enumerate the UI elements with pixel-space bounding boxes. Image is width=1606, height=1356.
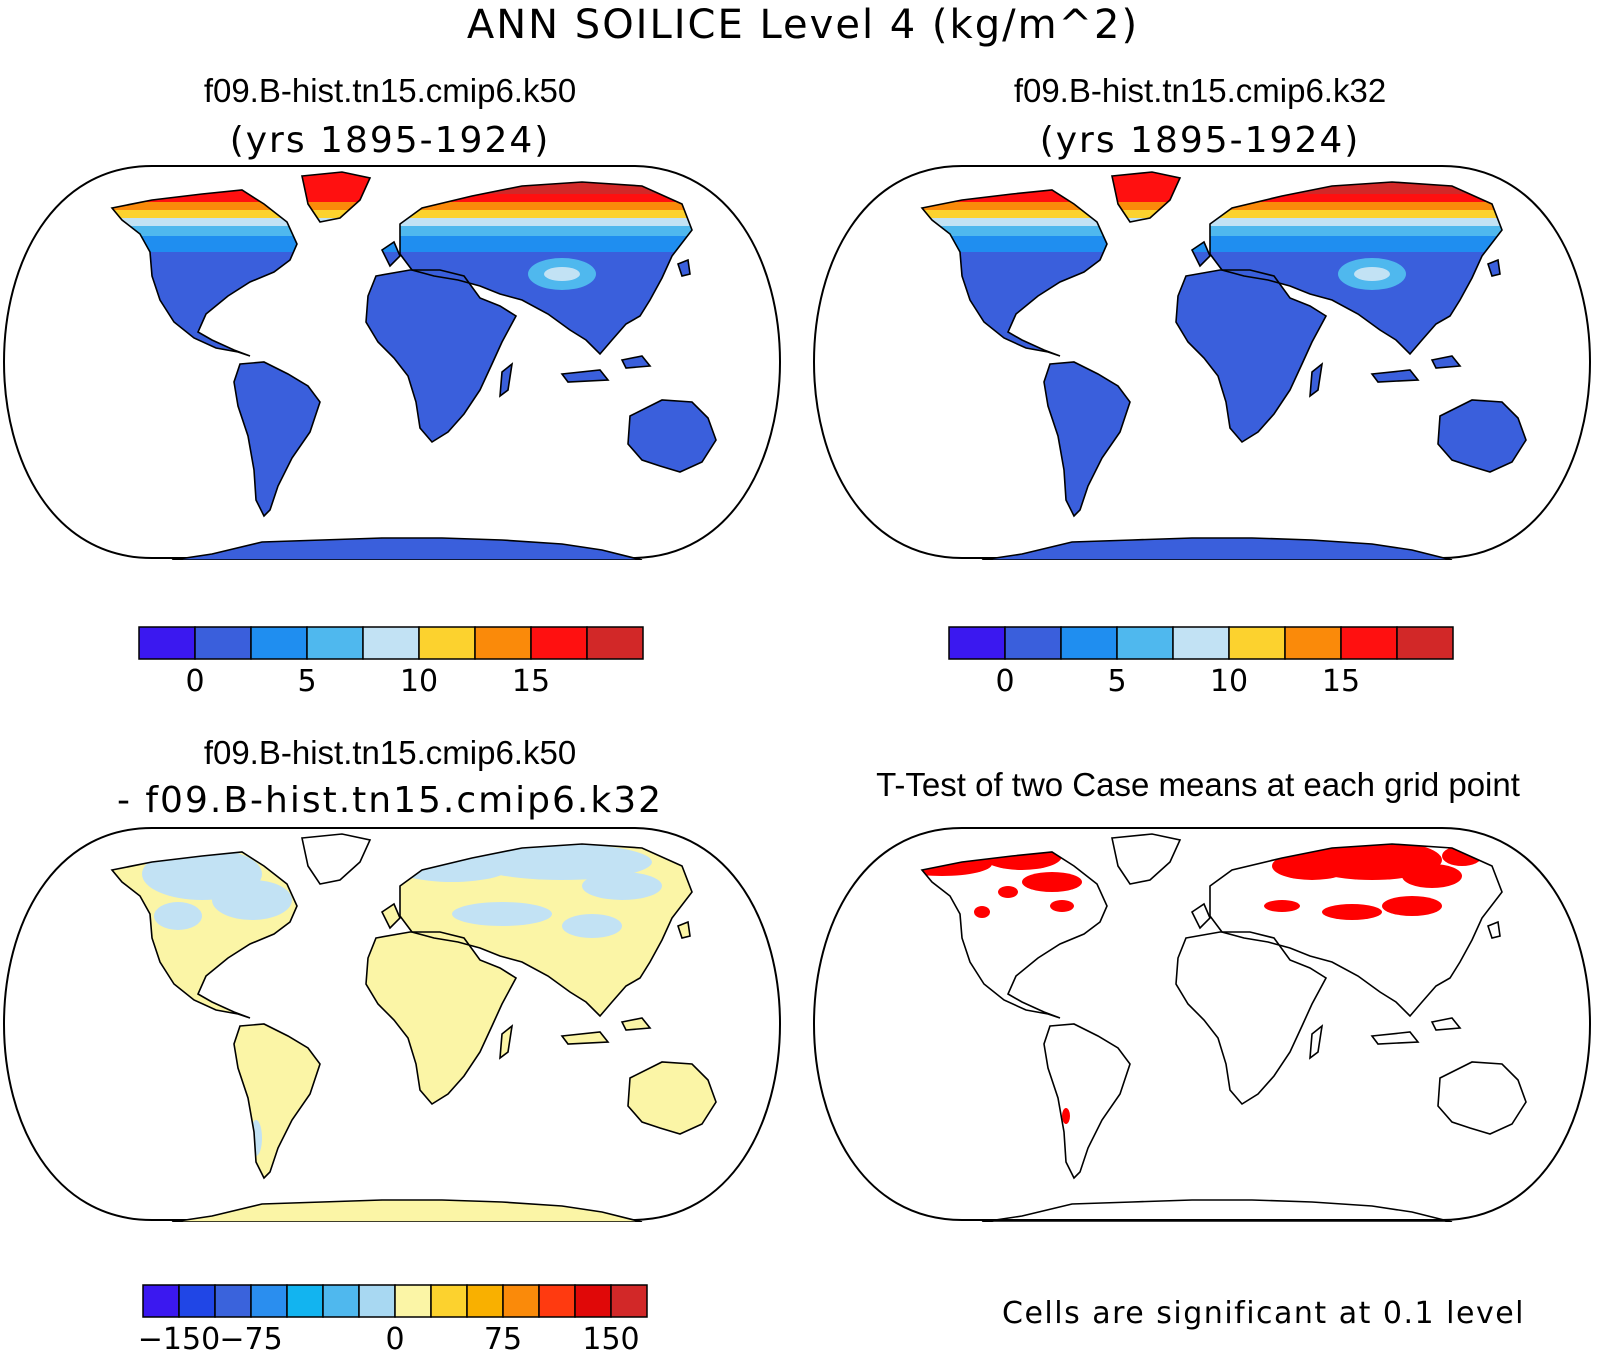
colorbar-box <box>1004 626 1062 660</box>
colorbar-tick-label: 0 <box>995 664 1014 699</box>
colorbar-box <box>502 1284 540 1318</box>
panel-3-subtitle: - f09.B-hist.tn15.cmip6.k32 <box>116 780 664 821</box>
colorbar-box <box>1172 626 1230 660</box>
colorbar-box <box>538 1284 576 1318</box>
colorbar-tick-label: −150 <box>138 1322 220 1356</box>
colorbar-box <box>1060 626 1118 660</box>
colorbar-case2: 0 5 10 15 <box>948 626 1454 699</box>
colorbar-box <box>138 626 196 660</box>
colorbar-box <box>948 626 1006 660</box>
colorbar-box <box>322 1284 360 1318</box>
coastlines <box>920 833 1527 1222</box>
colorbar-tick-label: 75 <box>484 1322 522 1356</box>
colorbar-box <box>610 1284 648 1318</box>
colorbar-box <box>362 626 420 660</box>
colorbar-box <box>194 626 252 660</box>
colorbar-tick-label: −75 <box>219 1322 282 1356</box>
colorbar-tick-label: 0 <box>385 1322 404 1356</box>
colorbar-tick-label: 15 <box>1322 664 1360 699</box>
colorbar-box <box>466 1284 504 1318</box>
colorbar-box <box>1284 626 1342 660</box>
colorbar-box <box>394 1284 432 1318</box>
panel-2-subtitle: (yrs 1895-1924) <box>1039 120 1361 161</box>
colorbar-box <box>306 626 364 660</box>
colorbar-box <box>178 1284 216 1318</box>
colorbar-box <box>474 626 532 660</box>
panel-2-title: f09.B-hist.tn15.cmip6.k32 <box>1013 72 1387 109</box>
colorbar-box <box>1228 626 1286 660</box>
colorbar-tick-label: 10 <box>400 664 438 699</box>
colorbar-box <box>286 1284 324 1318</box>
colorbar-difference: −150 −75 0 75 150 <box>138 1284 648 1356</box>
colorbar-case1: 0 5 10 15 <box>138 626 644 699</box>
significance-note: Cells are significant at 0.1 level <box>1002 1296 1526 1331</box>
colorbar-tick-label: 150 <box>582 1322 639 1356</box>
colorbar-box <box>574 1284 612 1318</box>
colorbar-box <box>214 1284 252 1318</box>
panel-1-subtitle: (yrs 1895-1924) <box>229 120 551 161</box>
colorbar-tick-label: 0 <box>185 664 204 699</box>
panel-1-title: f09.B-hist.tn15.cmip6.k50 <box>203 72 577 109</box>
coastlines <box>110 171 717 560</box>
colorbar-box <box>250 1284 288 1318</box>
panel-3-title: f09.B-hist.tn15.cmip6.k50 <box>203 734 577 771</box>
colorbar-box <box>1396 626 1454 660</box>
colorbar-box <box>418 626 476 660</box>
colorbar-box <box>430 1284 468 1318</box>
colorbar-box <box>142 1284 180 1318</box>
coastlines <box>920 171 1527 560</box>
globe-outline <box>812 827 1592 1221</box>
colorbar-box <box>530 626 588 660</box>
colorbar-tick-label: 15 <box>512 664 550 699</box>
map-panel-difference <box>2 826 782 1222</box>
colorbar-box <box>250 626 308 660</box>
colorbar-box <box>358 1284 396 1318</box>
colorbar-tick-label: 5 <box>297 664 316 699</box>
map-panel-case1 <box>2 164 782 560</box>
map-panel-case2 <box>812 164 1592 560</box>
map-panel-ttest <box>812 826 1592 1222</box>
figure-title: ANN SOILICE Level 4 (kg/m^2) <box>466 2 1140 48</box>
panel-4-title: T-Test of two Case means at each grid po… <box>876 766 1520 803</box>
colorbar-box <box>586 626 644 660</box>
coastlines <box>110 833 717 1222</box>
colorbar-box <box>1340 626 1398 660</box>
colorbar-tick-label: 5 <box>1107 664 1126 699</box>
colorbar-box <box>1116 626 1174 660</box>
colorbar-tick-label: 10 <box>1210 664 1248 699</box>
